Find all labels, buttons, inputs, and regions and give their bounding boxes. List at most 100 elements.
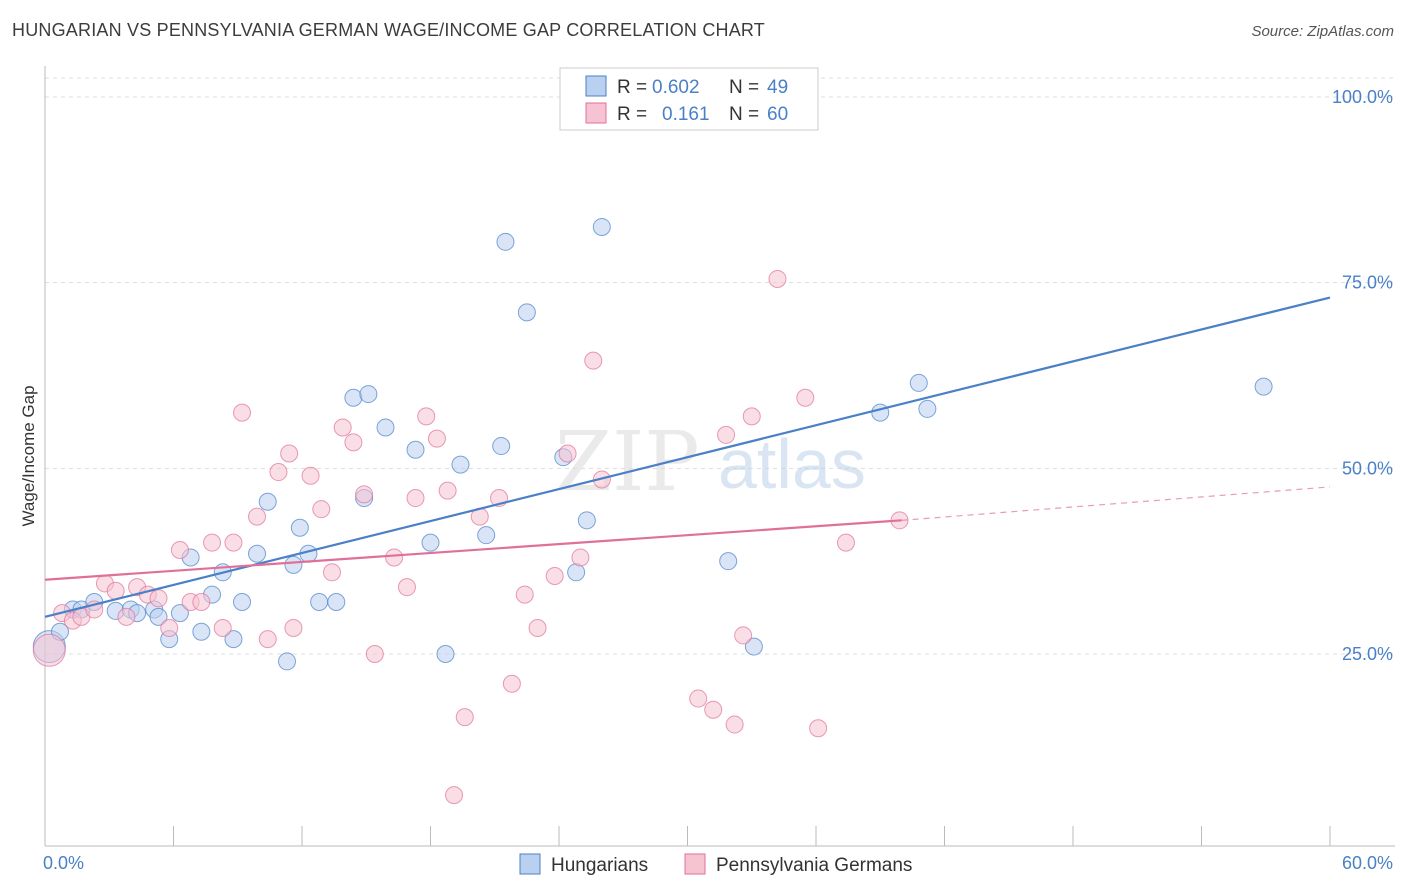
hungarian-point xyxy=(406,440,425,459)
hungarian-point xyxy=(719,552,738,571)
penn-german-point xyxy=(322,563,341,582)
y-tick-label: 75.0% xyxy=(1342,273,1393,293)
penn-german-point xyxy=(32,633,66,667)
legend-hungarians-swatch xyxy=(519,853,541,875)
penn-german-point xyxy=(584,351,603,370)
hungarian-point xyxy=(567,563,586,582)
trend-lines xyxy=(44,296,1331,618)
hungarian-point xyxy=(577,511,596,530)
hungarian-point xyxy=(909,373,928,392)
hungarian-point xyxy=(248,544,267,563)
penn-german-n-value: 60 xyxy=(767,104,788,125)
hungarian-point xyxy=(918,399,937,418)
y-tick-label: 50.0% xyxy=(1342,458,1393,478)
penn-german-point xyxy=(571,548,590,567)
penn-german-point xyxy=(528,619,547,638)
penn-german-point xyxy=(213,619,232,638)
hungarian-point xyxy=(290,518,309,537)
hungarian-point xyxy=(170,604,189,623)
penn-german-point xyxy=(397,578,416,597)
penn-german-point xyxy=(417,407,436,426)
watermark-zip: ZIP xyxy=(555,415,700,510)
penn-german-point xyxy=(734,626,753,645)
penn-german-point xyxy=(170,541,189,560)
penn-german-point xyxy=(269,463,288,482)
penn-german-point xyxy=(427,429,446,448)
hungarian-point xyxy=(258,492,277,511)
penn-german-point xyxy=(796,388,815,407)
penn-german-r-label: R = xyxy=(617,104,647,125)
penn-german-trend-line xyxy=(44,519,902,581)
y-axis-title: Wage/Income Gap xyxy=(19,385,38,526)
hungarian-point xyxy=(284,555,303,574)
penn-german-point xyxy=(809,719,828,738)
penn-german-point xyxy=(365,645,384,663)
hungarian-point xyxy=(1254,377,1273,396)
watermark: ZIP atlas xyxy=(555,415,866,510)
legend-penn-german-swatch xyxy=(684,853,706,875)
hungarian-point xyxy=(451,455,470,474)
penn-german-point xyxy=(258,630,277,649)
x-tick-label: 60.0% xyxy=(1342,853,1393,873)
hungarian-point xyxy=(224,630,243,649)
penn-german-point xyxy=(312,500,331,519)
penn-german-point xyxy=(438,481,457,500)
hungarian-point xyxy=(496,232,515,251)
penn-german-point xyxy=(301,466,320,485)
hungarian-point xyxy=(492,437,511,456)
x-tick-label: 0.0% xyxy=(43,853,84,873)
penn-german-point xyxy=(224,533,243,552)
y-tick-label: 25.0% xyxy=(1342,644,1393,664)
hungarian-point xyxy=(517,303,536,322)
hungarian-point xyxy=(149,607,168,626)
penn-german-trend-extension xyxy=(901,486,1331,521)
penn-german-point xyxy=(203,533,222,552)
penn-german-point xyxy=(704,700,723,719)
penn-german-r-value: 0.161 xyxy=(662,104,710,125)
hungarian-point xyxy=(192,622,211,641)
penn-german-point xyxy=(742,407,761,426)
penn-german-point xyxy=(768,269,787,288)
penn-german-point xyxy=(149,589,168,608)
penn-german-point xyxy=(233,403,252,422)
penn-german-point xyxy=(344,433,363,452)
source-label: Source: ZipAtlas.com xyxy=(1251,23,1394,40)
penn-german-point xyxy=(333,418,352,437)
hungarians-r-label: R = xyxy=(617,77,647,98)
watermark-atlas: atlas xyxy=(718,425,866,503)
penn-german-point xyxy=(717,425,736,444)
hungarian-point xyxy=(421,533,440,552)
hungarians-r-value: 0.602 xyxy=(652,77,700,98)
hungarian-point xyxy=(436,645,455,663)
chart-title: HUNGARIAN VS PENNSYLVANIA GERMAN WAGE/IN… xyxy=(12,20,765,40)
hungarian-point xyxy=(233,593,252,612)
penn-german-point xyxy=(515,585,534,604)
hungarian-point xyxy=(327,593,346,612)
hungarians-n-label: N = xyxy=(729,77,759,98)
penn-german-swatch xyxy=(585,102,607,124)
penn-german-point xyxy=(284,619,303,638)
penn-german-point xyxy=(689,689,708,708)
penn-german-point xyxy=(502,674,521,693)
hungarian-point xyxy=(310,593,329,612)
penn-german-point xyxy=(545,567,564,586)
penn-german-point xyxy=(248,507,267,526)
penn-german-point xyxy=(455,708,474,727)
axes xyxy=(44,66,1395,847)
stats-legend: R = 0.602 N = 49 R = 0.161 N = 60 xyxy=(559,67,819,131)
penn-german-point xyxy=(836,533,855,552)
hungarian-point xyxy=(744,637,763,656)
penn-german-point xyxy=(445,786,464,805)
legend-penn-german-label: Pennsylvania Germans xyxy=(716,855,912,876)
hungarians-swatch xyxy=(585,75,607,97)
penn-german-point xyxy=(117,607,136,626)
hungarians-n-value: 49 xyxy=(767,77,788,98)
hungarians-trend-line xyxy=(44,296,1331,618)
penn-german-n-label: N = xyxy=(729,104,759,125)
hungarian-point xyxy=(592,217,611,236)
series-legend: Hungarians Pennsylvania Germans xyxy=(519,853,912,876)
hungarian-point xyxy=(376,418,395,437)
y-tick-label: 100.0% xyxy=(1332,87,1393,107)
penn-german-point xyxy=(558,444,577,463)
